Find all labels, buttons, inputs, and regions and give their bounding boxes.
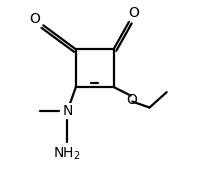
Text: N: N [62, 104, 72, 118]
Text: O: O [129, 6, 140, 20]
Text: O: O [126, 93, 137, 107]
Text: NH$_2$: NH$_2$ [54, 145, 81, 162]
Text: O: O [29, 11, 40, 26]
